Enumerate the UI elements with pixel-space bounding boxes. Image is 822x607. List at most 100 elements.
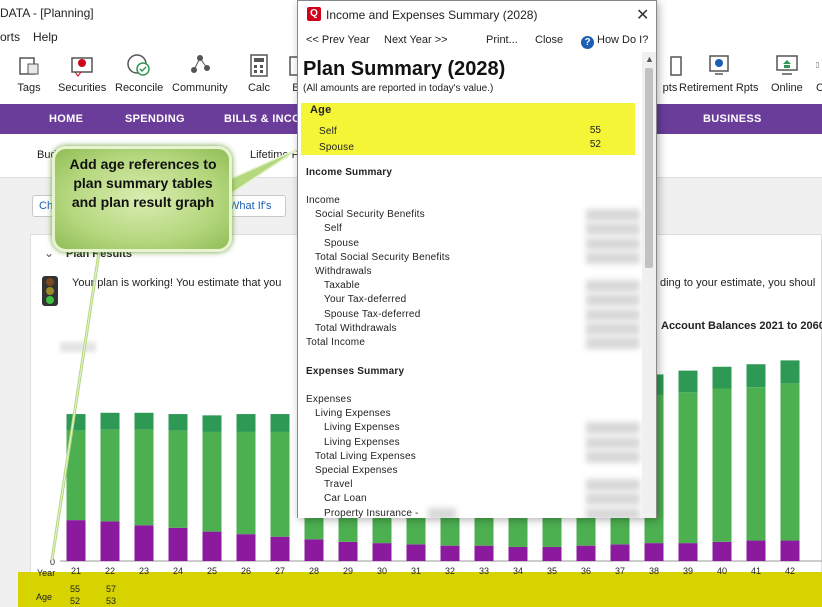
toolbar-reports-label: pts bbox=[662, 82, 678, 94]
expense-row: Property Insurance - bbox=[324, 508, 419, 518]
toolbar-more[interactable]: C bbox=[816, 52, 822, 94]
toolbar-reconcile-label: Reconcile bbox=[115, 82, 164, 94]
income-row: Spouse Tax-deferred bbox=[324, 309, 421, 320]
toolbar-reports[interactable]: pts bbox=[657, 52, 683, 94]
age-spouse-label: Spouse bbox=[319, 142, 355, 153]
income-row: Taxable bbox=[324, 280, 360, 291]
toolbar-securities[interactable]: Securities bbox=[58, 52, 106, 94]
redacted-value bbox=[586, 323, 640, 335]
age-axis-label: Age bbox=[36, 592, 53, 602]
scrollbar-thumb[interactable] bbox=[645, 68, 653, 268]
redacted-value bbox=[586, 337, 640, 349]
expense-row: Special Expenses bbox=[315, 465, 398, 476]
expense-row: Living Expenses bbox=[315, 408, 391, 419]
next-year-button[interactable]: Next Year >> bbox=[384, 34, 448, 46]
age-highlight-band bbox=[18, 572, 822, 607]
redacted-value bbox=[586, 294, 640, 306]
how-do-i-button[interactable]: ? How Do I? bbox=[581, 34, 648, 49]
plan-summary-subtitle: (All amounts are reported in today's val… bbox=[303, 83, 494, 94]
reconcile-icon bbox=[127, 54, 150, 76]
help-icon: ? bbox=[581, 36, 594, 49]
menu-bar: orts Help bbox=[0, 28, 822, 48]
redacted-value bbox=[586, 280, 640, 292]
tab-lifetime-planner[interactable]: Lifetime P bbox=[250, 149, 299, 161]
redacted-value bbox=[586, 437, 640, 449]
securities-icon bbox=[71, 57, 93, 77]
nav-bills-income[interactable]: BILLS & INCO bbox=[224, 113, 301, 125]
expense-row: Living Expenses bbox=[324, 437, 400, 448]
income-row: Spouse bbox=[324, 238, 360, 249]
toolbar-online-label: Online bbox=[771, 82, 803, 94]
toolbar-community-label: Community bbox=[172, 82, 228, 94]
income-row: Total Withdrawals bbox=[315, 323, 397, 334]
redacted-label bbox=[60, 342, 96, 352]
age-header: Age bbox=[310, 104, 332, 116]
income-row: Your Tax-deferred bbox=[324, 294, 407, 305]
y-axis-zero-label: 0 bbox=[50, 557, 56, 567]
close-icon[interactable]: ✕ bbox=[636, 7, 650, 24]
annotation-callout: Add age references to plan summary table… bbox=[52, 146, 232, 252]
tags-icon bbox=[19, 57, 39, 75]
expense-row: Living Expenses bbox=[324, 422, 400, 433]
toolbar-reconcile[interactable]: Reconcile bbox=[115, 52, 163, 94]
expense-row: Expenses bbox=[306, 394, 352, 405]
income-row: Total Income bbox=[306, 337, 366, 348]
nav-spending[interactable]: SPENDING bbox=[125, 113, 185, 125]
menu-reports[interactable]: orts bbox=[0, 30, 21, 44]
age-self-value: 55 bbox=[589, 125, 601, 136]
toolbar-retirement-rpts[interactable]: Retirement Rpts bbox=[679, 52, 758, 94]
redacted-value bbox=[586, 493, 640, 505]
reports-icon bbox=[670, 56, 682, 76]
age-self-label: Self bbox=[319, 126, 338, 137]
toolbar-calc[interactable]: Calc bbox=[246, 52, 272, 94]
income-summary-header: Income Summary bbox=[306, 167, 393, 178]
nav-business[interactable]: BUSINESS bbox=[703, 113, 762, 125]
main-toolbar: Tags Securities Reconcile Community Calc… bbox=[0, 48, 822, 102]
community-icon bbox=[190, 55, 210, 73]
prev-year-button[interactable]: << Prev Year bbox=[306, 34, 370, 46]
redacted-value bbox=[586, 309, 640, 321]
nav-home[interactable]: HOME bbox=[49, 113, 84, 125]
income-row: Self bbox=[324, 223, 343, 234]
dialog-body: Plan Summary (2028) (All amounts are rep… bbox=[298, 52, 642, 518]
age-spouse-value: 52 bbox=[70, 596, 81, 606]
redacted-value bbox=[586, 209, 640, 221]
dialog-scrollbar[interactable]: ▲ bbox=[642, 52, 656, 518]
income-row: Social Security Benefits bbox=[315, 209, 425, 220]
quicken-logo-icon: Q bbox=[307, 7, 321, 21]
plan-summary-title: Plan Summary (2028) bbox=[303, 58, 506, 80]
toolbar-more-label: C bbox=[816, 82, 822, 94]
toolbar-retirement-rpts-label: Retirement Rpts bbox=[679, 82, 759, 94]
chevron-down-icon[interactable]: ⌄ bbox=[44, 246, 55, 260]
redacted-value bbox=[586, 252, 640, 264]
dialog-title: Income and Expenses Summary (2028) bbox=[326, 8, 538, 22]
summary-dialog: Q Income and Expenses Summary (2028) ✕ <… bbox=[297, 0, 657, 518]
more-icon bbox=[816, 62, 819, 68]
toolbar-online[interactable]: Online bbox=[771, 52, 803, 94]
expenses-summary-header: Expenses Summary bbox=[306, 366, 405, 377]
how-do-i-label: How Do I? bbox=[597, 34, 649, 46]
dialog-titlebar: Q Income and Expenses Summary (2028) ✕ bbox=[298, 1, 656, 29]
plan-status-text-continued: ding to your estimate, you shoul bbox=[660, 277, 816, 289]
toolbar-community[interactable]: Community bbox=[172, 52, 228, 94]
expense-row: Car Loan bbox=[324, 493, 367, 504]
age-self-value: 55 bbox=[70, 584, 81, 594]
redacted-value bbox=[586, 238, 640, 250]
print-button[interactable]: Print... bbox=[486, 34, 518, 46]
redacted-value bbox=[586, 422, 640, 434]
callout-text: Add age references to plan summary table… bbox=[69, 156, 217, 210]
menu-help[interactable]: Help bbox=[33, 30, 58, 44]
redacted-value bbox=[586, 479, 640, 491]
income-row: Withdrawals bbox=[315, 266, 372, 277]
scroll-up-icon[interactable]: ▲ bbox=[645, 54, 654, 64]
year-axis-label: Year bbox=[37, 568, 56, 578]
age-section bbox=[301, 103, 635, 155]
graph-title: Account Balances 2021 to 2060 bbox=[661, 320, 822, 332]
tab-budget[interactable]: Bud bbox=[37, 149, 57, 161]
age-spouse-value: 52 bbox=[589, 139, 601, 150]
traffic-light-icon bbox=[42, 276, 58, 306]
age-self-value: 57 bbox=[106, 584, 117, 594]
close-button[interactable]: Close bbox=[535, 34, 564, 46]
toolbar-securities-label: Securities bbox=[58, 82, 107, 94]
toolbar-tags[interactable]: Tags bbox=[16, 52, 42, 94]
